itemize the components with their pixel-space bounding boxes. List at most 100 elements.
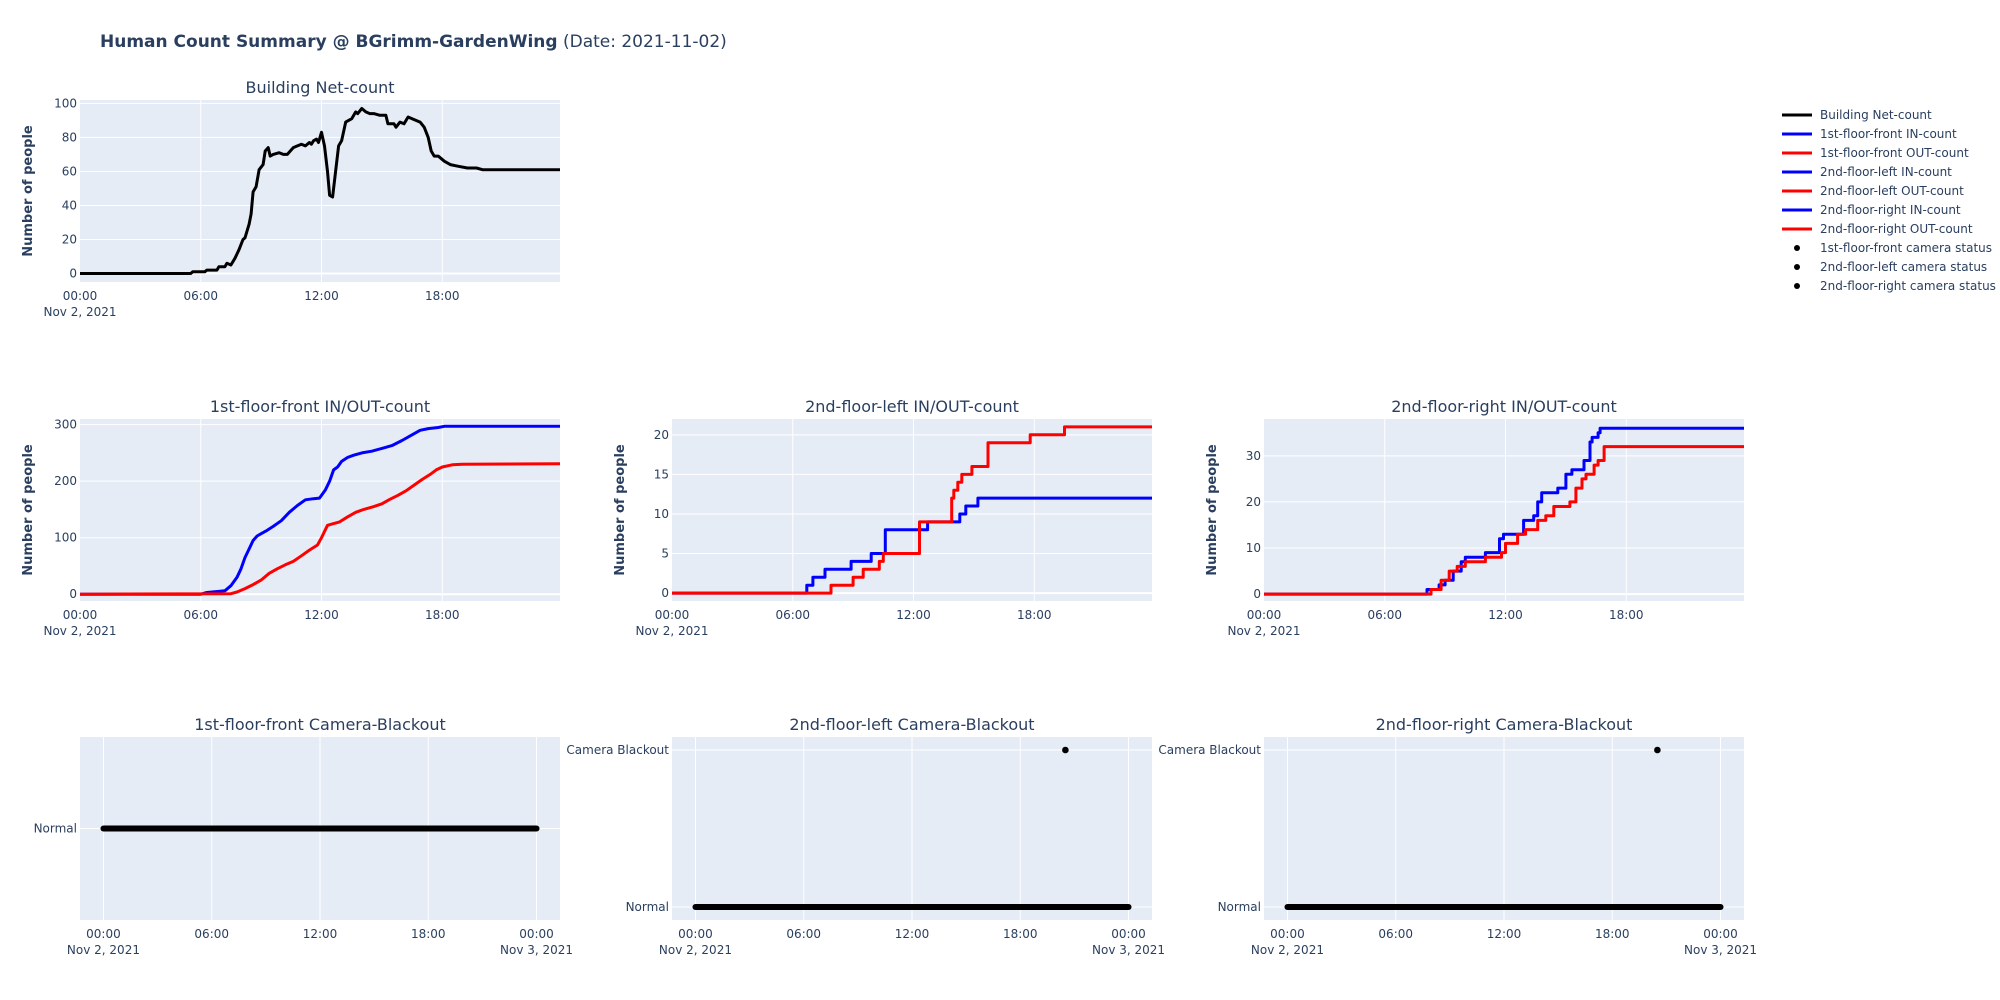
x-tick-date-label: Nov 2, 2021	[1227, 624, 1300, 638]
y-tick-label: Camera Blackout	[566, 743, 669, 757]
legend-item[interactable]: 2nd-floor-left camera status	[1794, 260, 1987, 274]
x-tick-label: 18:00	[1003, 927, 1038, 941]
x-tick-label: 18:00	[1609, 608, 1644, 622]
legend-item[interactable]: 2nd-floor-right IN-count	[1782, 203, 1961, 217]
x-tick-date-label: Nov 2, 2021	[43, 305, 116, 319]
y-tick-label: 20	[654, 428, 669, 442]
figure-title-date: (Date: 2021-11-02)	[557, 32, 727, 52]
legend-item[interactable]: 2nd-floor-right camera status	[1794, 279, 1996, 293]
plot-area	[672, 419, 1152, 601]
x-tick-label: 12:00	[896, 608, 931, 622]
x-tick-date-label: Nov 3, 2021	[1092, 943, 1165, 957]
x-tick-label: 00:00	[86, 927, 121, 941]
subplot-c1: 1st-floor-front Camera-Blackout 00:00 Nov …	[34, 715, 573, 957]
x-tick-label: 00:00	[63, 608, 98, 622]
y-tick-label: 20	[1246, 495, 1261, 509]
legend-label: 2nd-floor-right camera status	[1820, 279, 1996, 293]
x-tick-label: 06:00	[194, 927, 229, 941]
y-tick-label: 100	[54, 531, 77, 545]
legend-item[interactable]: 1st-floor-front camera status	[1794, 241, 1992, 255]
subplot-f1: 1st-floor-front IN/OUT-count 00:00 Nov 2, …	[21, 397, 560, 638]
subplot-f2r: 2nd-floor-right IN/OUT-count 00:00 Nov 2, …	[1205, 397, 1744, 638]
y-tick-label: 30	[1246, 449, 1261, 463]
x-tick-label: 00:00	[678, 927, 713, 941]
x-tick-date-label: Nov 3, 2021	[500, 943, 573, 957]
legend-item[interactable]: 1st-floor-front OUT-count	[1782, 146, 1969, 160]
y-tick-label: 0	[69, 266, 77, 280]
legend-item[interactable]: 2nd-floor-left OUT-count	[1782, 184, 1964, 198]
y-tick-label: 15	[654, 467, 669, 481]
y-tick-label: Normal	[34, 822, 77, 836]
blackout-marker	[1654, 746, 1661, 754]
legend-label: 1st-floor-front OUT-count	[1820, 146, 1969, 160]
subplot-f2l: 2nd-floor-left IN/OUT-count 00:00 Nov 2, 2…	[613, 397, 1152, 638]
legend-label: 2nd-floor-left OUT-count	[1820, 184, 1964, 198]
x-tick-label: 18:00	[425, 608, 460, 622]
x-tick-label: 12:00	[303, 927, 338, 941]
x-tick-label: 12:00	[304, 608, 339, 622]
x-tick-date-label: Nov 2, 2021	[635, 624, 708, 638]
x-tick-label: 06:00	[183, 289, 218, 303]
subplot-c2r: 2nd-floor-right Camera-Blackout 00:00 Nov …	[1158, 715, 1757, 957]
x-tick-date-label: Nov 2, 2021	[1251, 943, 1324, 957]
y-tick-label: 40	[62, 198, 77, 212]
series-line-2nd-floor-right-out-count	[1264, 445, 1744, 596]
figure-title-main: Human Count Summary @ BGrimm-GardenWing	[100, 32, 558, 52]
legend-item[interactable]: 2nd-floor-left IN-count	[1782, 165, 1952, 179]
series-line-2nd-floor-left-in-count	[672, 496, 1152, 595]
series-line-1st-floor-front-in-count	[80, 424, 560, 596]
x-tick-label: 00:00	[1247, 608, 1282, 622]
legend-label: Building Net-count	[1820, 108, 1932, 122]
subplot-title: 1st-floor-front Camera-Blackout	[194, 715, 446, 734]
y-tick-label: 0	[661, 586, 669, 600]
y-tick-label: 0	[1253, 587, 1261, 601]
y-tick-label: 0	[69, 587, 77, 601]
y-axis-label: Number of people	[1205, 444, 1220, 576]
legend-label: 2nd-floor-left camera status	[1820, 260, 1987, 274]
subplot-title: 2nd-floor-left IN/OUT-count	[805, 397, 1019, 416]
x-tick-label: 12:00	[1488, 608, 1523, 622]
legend-item[interactable]: Building Net-count	[1782, 108, 1932, 122]
legend-label: 1st-floor-front IN-count	[1820, 127, 1957, 141]
x-tick-label: 00:00	[63, 289, 98, 303]
x-tick-label: 12:00	[304, 289, 339, 303]
y-tick-label: 200	[54, 474, 77, 488]
y-tick-label: Normal	[626, 900, 669, 914]
plot-area	[1264, 419, 1744, 601]
subplot-title: 2nd-floor-left Camera-Blackout	[789, 715, 1034, 734]
x-tick-label: 00:00	[1111, 927, 1146, 941]
y-tick-label: 100	[54, 96, 77, 110]
subplot-title: 2nd-floor-right Camera-Blackout	[1376, 715, 1633, 734]
y-tick-label: 300	[54, 418, 77, 432]
x-tick-label: 06:00	[183, 608, 218, 622]
figure-title: Human Count Summary @ BGrimm-GardenWing …	[100, 32, 727, 52]
x-tick-label: 18:00	[411, 927, 446, 941]
y-tick-label: 10	[654, 507, 669, 521]
x-tick-label: 12:00	[895, 927, 930, 941]
x-tick-date-label: Nov 2, 2021	[43, 624, 116, 638]
subplot-title: Building Net-count	[246, 78, 395, 97]
series-line-building-net-count	[80, 107, 560, 275]
plot-area	[80, 100, 560, 282]
subplot-title: 1st-floor-front IN/OUT-count	[210, 397, 430, 416]
x-tick-label: 00:00	[655, 608, 690, 622]
subplot-title: 2nd-floor-right IN/OUT-count	[1391, 397, 1617, 416]
y-axis-label: Number of people	[613, 444, 628, 576]
legend-item[interactable]: 2nd-floor-right OUT-count	[1782, 222, 1973, 236]
x-tick-label: 18:00	[1017, 608, 1052, 622]
y-tick-label: 80	[62, 130, 77, 144]
y-tick-label: 10	[1246, 541, 1261, 555]
legend-item[interactable]: 1st-floor-front IN-count	[1782, 127, 1957, 141]
legend-label: 2nd-floor-right OUT-count	[1820, 222, 1973, 236]
subplot-net: Building Net-count 00:00 Nov 2, 2021 06:00 1…	[21, 78, 560, 319]
legend-marker-swatch	[1794, 245, 1800, 251]
x-tick-date-label: Nov 2, 2021	[67, 943, 140, 957]
series-line-2nd-floor-left-out-count	[672, 425, 1152, 595]
blackout-marker	[1062, 746, 1069, 754]
legend: Building Net-count 1st-floor-front IN-cou…	[1782, 108, 1996, 293]
series-line-1st-floor-front-out-count	[80, 462, 560, 596]
y-tick-label: 20	[62, 232, 77, 246]
plot-area	[80, 419, 560, 601]
subplot-c2l: 2nd-floor-left Camera-Blackout 00:00 Nov 2…	[566, 715, 1165, 957]
